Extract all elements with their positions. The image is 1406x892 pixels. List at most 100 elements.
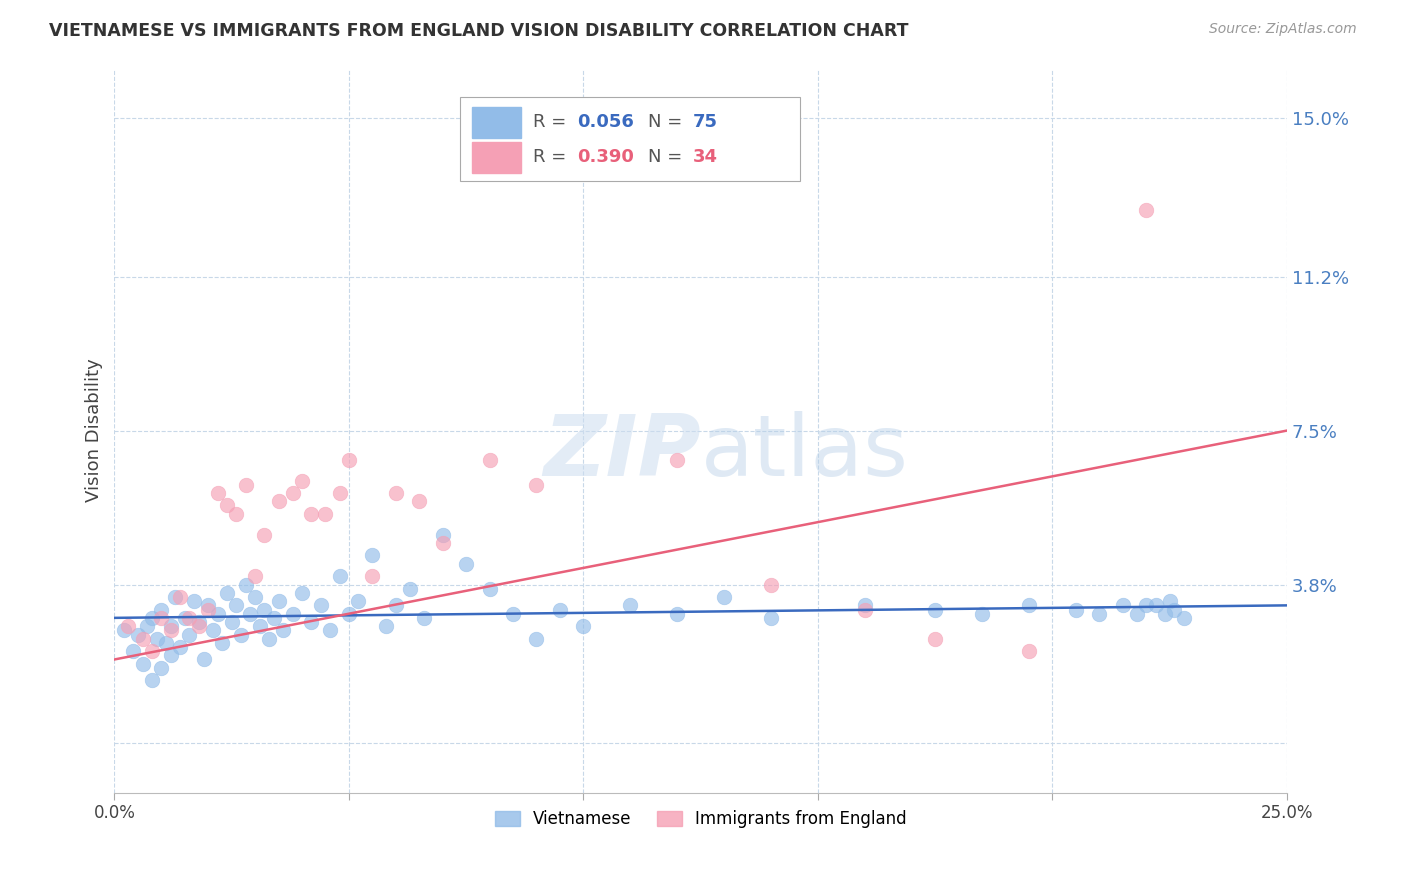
- Point: [159, 619, 181, 633]
- Point: [281, 607, 304, 621]
- Point: [432, 536, 454, 550]
- Text: 0.390: 0.390: [578, 148, 634, 167]
- Point: [201, 624, 224, 638]
- Point: [328, 569, 350, 583]
- Point: [197, 599, 219, 613]
- Point: [526, 477, 548, 491]
- Point: [141, 673, 163, 688]
- Text: 0.056: 0.056: [578, 113, 634, 131]
- Point: [122, 644, 145, 658]
- Point: [141, 644, 163, 658]
- Point: [235, 477, 257, 491]
- Point: [263, 611, 285, 625]
- Point: [197, 602, 219, 616]
- Point: [183, 594, 205, 608]
- Point: [1173, 611, 1195, 625]
- Point: [243, 590, 266, 604]
- Point: [924, 602, 946, 616]
- Point: [159, 648, 181, 663]
- Point: [924, 632, 946, 646]
- Point: [347, 594, 370, 608]
- Point: [141, 611, 163, 625]
- Point: [399, 582, 422, 596]
- Text: VIETNAMESE VS IMMIGRANTS FROM ENGLAND VISION DISABILITY CORRELATION CHART: VIETNAMESE VS IMMIGRANTS FROM ENGLAND VI…: [49, 22, 908, 40]
- Point: [249, 619, 271, 633]
- Point: [150, 611, 173, 625]
- Point: [131, 657, 153, 671]
- Y-axis label: Vision Disability: Vision Disability: [86, 359, 103, 502]
- Point: [243, 569, 266, 583]
- Point: [225, 599, 247, 613]
- Point: [572, 619, 595, 633]
- Point: [526, 632, 548, 646]
- Point: [1154, 607, 1177, 621]
- Point: [456, 557, 478, 571]
- Point: [239, 607, 262, 621]
- Point: [271, 624, 294, 638]
- Text: Source: ZipAtlas.com: Source: ZipAtlas.com: [1209, 22, 1357, 37]
- Point: [211, 636, 233, 650]
- Point: [257, 632, 280, 646]
- Point: [1144, 599, 1167, 613]
- Point: [291, 474, 314, 488]
- Point: [375, 619, 398, 633]
- Point: [150, 602, 173, 616]
- Point: [853, 602, 876, 616]
- Text: atlas: atlas: [700, 411, 908, 494]
- Point: [253, 602, 276, 616]
- Text: ZIP: ZIP: [543, 411, 700, 494]
- Point: [478, 582, 501, 596]
- Point: [319, 624, 342, 638]
- Point: [361, 569, 384, 583]
- Point: [619, 599, 641, 613]
- Point: [150, 661, 173, 675]
- Point: [666, 607, 689, 621]
- Point: [361, 549, 384, 563]
- Text: N =: N =: [648, 113, 688, 131]
- Point: [548, 602, 571, 616]
- Point: [291, 586, 314, 600]
- Point: [207, 486, 229, 500]
- Point: [432, 527, 454, 541]
- Point: [853, 599, 876, 613]
- Text: R =: R =: [533, 113, 572, 131]
- Point: [759, 611, 782, 625]
- Point: [1018, 644, 1040, 658]
- Point: [299, 507, 322, 521]
- FancyBboxPatch shape: [460, 97, 800, 181]
- Point: [165, 590, 187, 604]
- Text: 75: 75: [692, 113, 717, 131]
- Point: [112, 624, 135, 638]
- Point: [131, 632, 153, 646]
- Point: [385, 599, 408, 613]
- Legend: Vietnamese, Immigrants from England: Vietnamese, Immigrants from England: [488, 804, 912, 835]
- Point: [385, 486, 408, 500]
- Point: [281, 486, 304, 500]
- Point: [235, 577, 257, 591]
- Point: [1126, 607, 1149, 621]
- Point: [159, 624, 181, 638]
- Point: [1112, 599, 1135, 613]
- FancyBboxPatch shape: [472, 107, 522, 137]
- Point: [215, 499, 238, 513]
- Point: [713, 590, 735, 604]
- Point: [267, 594, 290, 608]
- Point: [187, 619, 209, 633]
- Point: [187, 615, 209, 629]
- Point: [1163, 602, 1185, 616]
- Point: [169, 640, 191, 654]
- Point: [155, 636, 177, 650]
- Point: [207, 607, 229, 621]
- Point: [215, 586, 238, 600]
- Point: [970, 607, 993, 621]
- Point: [666, 452, 689, 467]
- Point: [221, 615, 243, 629]
- Point: [1088, 607, 1111, 621]
- Point: [408, 494, 430, 508]
- Point: [1135, 599, 1157, 613]
- Point: [309, 599, 332, 613]
- Point: [136, 619, 159, 633]
- Point: [337, 452, 360, 467]
- Point: [478, 452, 501, 467]
- Point: [179, 627, 201, 641]
